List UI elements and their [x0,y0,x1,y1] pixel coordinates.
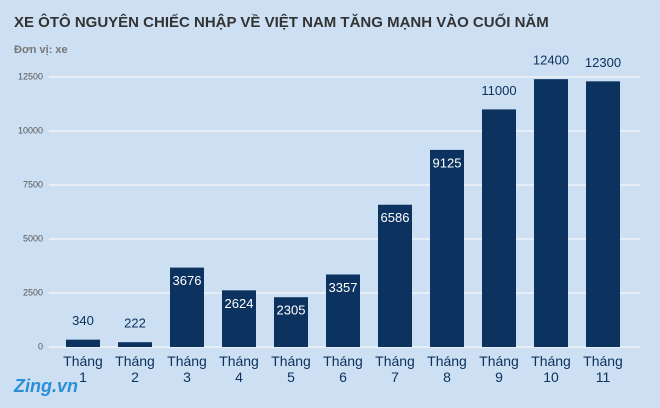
data-label: 12400 [533,53,569,68]
bar [586,81,620,347]
x-tick-label: Tháng 7 [375,353,415,385]
data-label: 2305 [277,303,306,318]
bar [274,297,308,347]
bar [222,290,256,347]
y-tick-label: 2500 [23,287,43,297]
x-tick-label: Tháng 4 [219,353,259,385]
x-tick-label: Tháng 6 [323,353,363,385]
bar [534,79,568,347]
chart-subtitle: Đơn vị: xe [14,44,68,56]
x-tick-label: Tháng 8 [427,353,467,385]
data-label: 9125 [433,155,462,170]
x-tick-label: Tháng 2 [115,353,155,385]
data-label: 3676 [173,273,202,288]
data-label: 11000 [481,83,516,98]
bar [170,267,204,347]
y-tick-label: 7500 [23,179,43,189]
data-label: 6586 [381,210,410,225]
data-label: 12300 [585,55,621,70]
data-label: 222 [124,316,146,331]
x-tick-label: Tháng 1 [63,353,103,385]
y-tick-label: 5000 [23,233,43,243]
chart-title: XE ÔTÔ NGUYÊN CHIẾC NHẬP VỀ VIỆT NAM TĂN… [14,14,549,31]
y-tick-label: 0 [38,341,43,351]
x-tick-label: Tháng 11 [583,353,623,385]
data-label: 3357 [329,280,358,295]
bar [66,339,100,347]
y-tick-label: 12500 [18,71,43,81]
bar [430,149,464,347]
x-tick-label: Tháng 3 [167,353,207,385]
bar [482,109,516,348]
bar [378,204,412,347]
x-tick-label: Tháng 9 [479,353,519,385]
bar [118,342,152,347]
watermark: Zing.vn [14,376,78,396]
data-label: 340 [72,313,94,328]
bar [326,274,360,347]
x-tick-label: Tháng 10 [531,353,571,385]
y-tick-label: 10000 [18,125,43,135]
data-label: 2624 [225,296,254,311]
x-tick-label: Tháng 5 [271,353,311,385]
